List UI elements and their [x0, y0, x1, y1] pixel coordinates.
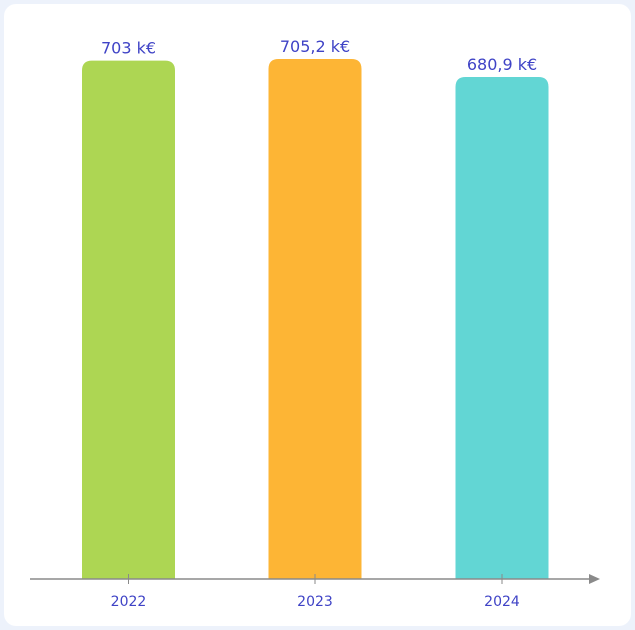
x-axis: [30, 574, 600, 584]
bar-2022: [82, 60, 175, 580]
bar-2023: [268, 59, 362, 579]
data-label-2023: 705,2 k€: [280, 37, 350, 56]
x-axis-arrow-icon: [589, 574, 600, 584]
tick-label-2023: 2023: [297, 594, 333, 610]
bars-layer: [82, 59, 549, 580]
labels-layer: 703 k€ 2022 705,2 k€ 2023 680,9 k€ 2024: [101, 37, 537, 610]
tick-label-2024: 2024: [484, 594, 520, 610]
data-label-2024: 680,9 k€: [467, 55, 537, 74]
data-label-2022: 703 k€: [101, 39, 156, 58]
bar-2024: [455, 76, 549, 579]
tick-label-2022: 2022: [111, 594, 147, 610]
